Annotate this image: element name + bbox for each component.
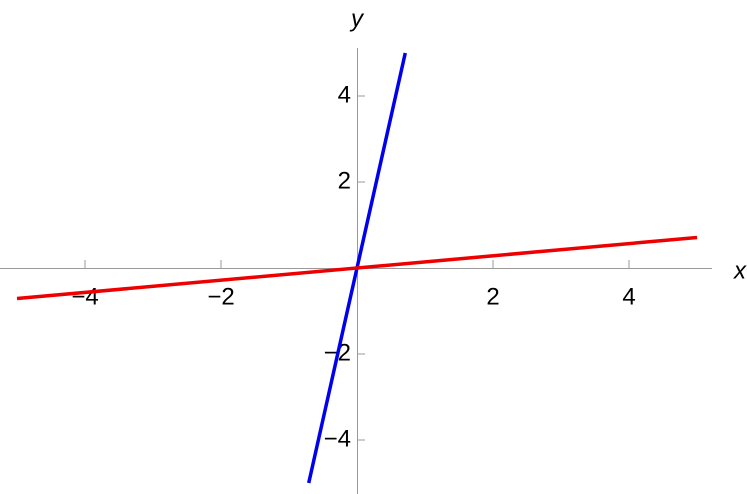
x-tick-label: 2 xyxy=(486,283,499,310)
y-tick-label: 2 xyxy=(338,167,351,194)
x-tick-label: −4 xyxy=(71,283,98,310)
x-axis-label: x xyxy=(733,257,747,284)
x-tick-label: 4 xyxy=(622,283,635,310)
y-axis-label: y xyxy=(349,5,365,32)
line xyxy=(16,235,698,301)
y-tick-label: 4 xyxy=(338,81,351,108)
y-tick-label: −4 xyxy=(324,425,351,452)
x-tick-label: −2 xyxy=(207,283,234,310)
